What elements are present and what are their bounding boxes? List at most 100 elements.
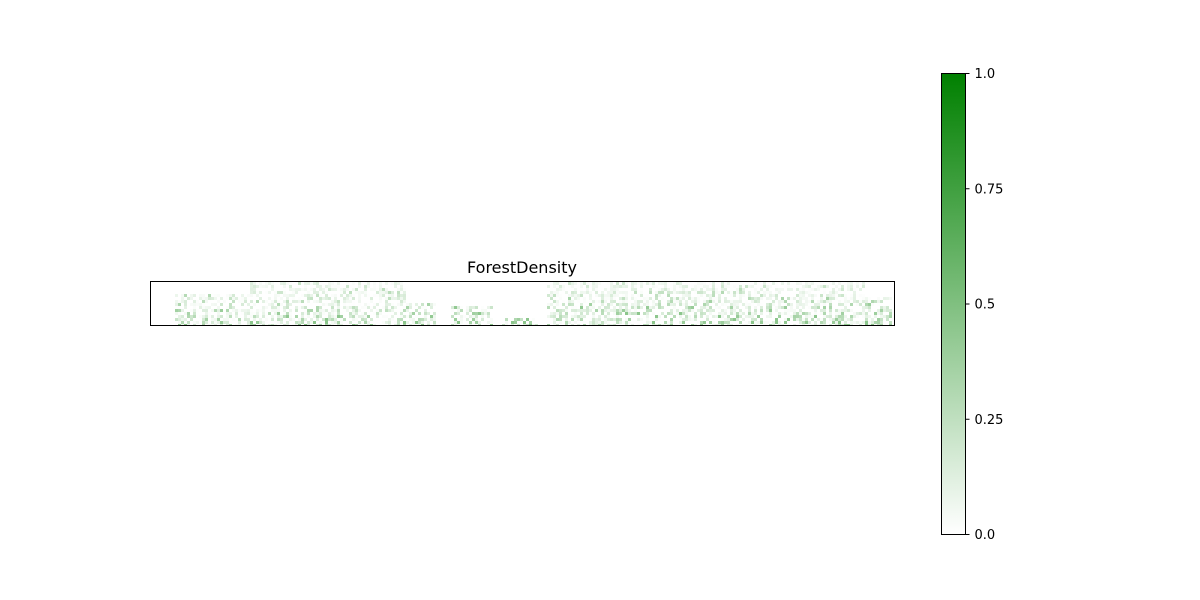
heatmap-cell bbox=[337, 306, 340, 309]
heatmap-cell bbox=[724, 282, 727, 285]
heatmap-cell bbox=[394, 285, 397, 288]
heatmap-cell bbox=[724, 309, 727, 312]
heatmap-cell bbox=[175, 306, 178, 309]
heatmap-cell bbox=[853, 321, 856, 324]
heatmap-cell bbox=[805, 297, 808, 300]
heatmap-cell bbox=[430, 318, 433, 321]
heatmap-cell bbox=[838, 282, 841, 285]
heatmap-cell bbox=[304, 309, 307, 312]
heatmap-cell bbox=[775, 291, 778, 294]
heatmap-cell bbox=[250, 294, 253, 297]
heatmap-cell bbox=[787, 294, 790, 297]
heatmap-cell bbox=[664, 285, 667, 288]
heatmap-cell bbox=[214, 303, 217, 306]
heatmap-cell bbox=[595, 285, 598, 288]
heatmap-cell bbox=[277, 321, 280, 324]
heatmap-cell bbox=[715, 306, 718, 309]
heatmap-cell bbox=[562, 315, 565, 318]
heatmap-cell bbox=[220, 324, 223, 325]
heatmap-cell bbox=[883, 315, 886, 318]
heatmap-cell bbox=[403, 321, 406, 324]
heatmap-cell bbox=[778, 300, 781, 303]
heatmap-cell bbox=[739, 288, 742, 291]
heatmap-cell bbox=[343, 309, 346, 312]
heatmap-cell bbox=[220, 315, 223, 318]
heatmap-cell bbox=[235, 297, 238, 300]
heatmap-cell bbox=[748, 315, 751, 318]
heatmap-cell bbox=[643, 324, 646, 325]
heatmap-cell bbox=[655, 294, 658, 297]
heatmap-cell bbox=[355, 321, 358, 324]
heatmap-cell bbox=[874, 312, 877, 315]
heatmap-cell bbox=[328, 312, 331, 315]
heatmap-cell bbox=[862, 315, 865, 318]
heatmap-cell bbox=[820, 303, 823, 306]
heatmap-cell bbox=[766, 297, 769, 300]
heatmap-cell bbox=[754, 309, 757, 312]
heatmap-cell bbox=[178, 315, 181, 318]
heatmap-cell bbox=[745, 300, 748, 303]
heatmap-cell bbox=[697, 291, 700, 294]
heatmap-cell bbox=[586, 300, 589, 303]
heatmap-cell bbox=[298, 306, 301, 309]
heatmap-cell bbox=[598, 306, 601, 309]
heatmap-cell bbox=[844, 306, 847, 309]
heatmap-cell bbox=[775, 285, 778, 288]
heatmap-cell bbox=[724, 312, 727, 315]
heatmap-cell bbox=[388, 318, 391, 321]
heatmap-cell bbox=[613, 291, 616, 294]
heatmap-cell bbox=[862, 285, 865, 288]
heatmap-cell bbox=[670, 297, 673, 300]
heatmap-cell bbox=[574, 309, 577, 312]
heatmap-cell bbox=[667, 315, 670, 318]
heatmap-cell bbox=[325, 309, 328, 312]
heatmap-cell bbox=[364, 300, 367, 303]
heatmap-cell bbox=[271, 282, 274, 285]
heatmap-cell bbox=[595, 300, 598, 303]
heatmap-cell bbox=[550, 291, 553, 294]
heatmap-cell bbox=[703, 324, 706, 325]
heatmap-cell bbox=[586, 294, 589, 297]
heatmap-cell bbox=[724, 288, 727, 291]
heatmap-cell bbox=[718, 312, 721, 315]
heatmap-cell bbox=[703, 285, 706, 288]
heatmap-cell bbox=[274, 294, 277, 297]
heatmap-cell bbox=[622, 306, 625, 309]
heatmap-cell bbox=[784, 318, 787, 321]
heatmap-cell bbox=[199, 303, 202, 306]
heatmap-cell bbox=[475, 318, 478, 321]
heatmap-cell bbox=[349, 315, 352, 318]
heatmap-cell bbox=[262, 321, 265, 324]
heatmap-cell bbox=[421, 318, 424, 321]
heatmap-cell bbox=[619, 318, 622, 321]
heatmap-cell bbox=[679, 288, 682, 291]
heatmap-cell bbox=[865, 321, 868, 324]
heatmap-cell bbox=[769, 306, 772, 309]
heatmap-cell bbox=[832, 291, 835, 294]
heatmap-cell bbox=[673, 282, 676, 285]
heatmap-cell bbox=[802, 297, 805, 300]
heatmap-cell bbox=[298, 321, 301, 324]
heatmap-cell bbox=[289, 312, 292, 315]
heatmap-cell bbox=[769, 297, 772, 300]
heatmap-cell bbox=[370, 300, 373, 303]
heatmap-cell bbox=[406, 309, 409, 312]
heatmap-cell bbox=[460, 318, 463, 321]
heatmap-cell bbox=[325, 285, 328, 288]
heatmap-cell bbox=[226, 318, 229, 321]
heatmap-cell bbox=[865, 297, 868, 300]
heatmap-cell bbox=[664, 318, 667, 321]
heatmap-cell bbox=[304, 294, 307, 297]
heatmap-cell bbox=[676, 285, 679, 288]
heatmap-cell bbox=[247, 309, 250, 312]
heatmap-cell bbox=[625, 303, 628, 306]
heatmap-cell bbox=[190, 309, 193, 312]
heatmap-cell bbox=[316, 312, 319, 315]
heatmap-cell bbox=[400, 312, 403, 315]
heatmap-cell bbox=[802, 288, 805, 291]
heatmap-cell bbox=[745, 321, 748, 324]
heatmap-cell bbox=[550, 312, 553, 315]
heatmap-cell bbox=[316, 321, 319, 324]
heatmap-cell bbox=[781, 306, 784, 309]
heatmap-cell bbox=[337, 282, 340, 285]
